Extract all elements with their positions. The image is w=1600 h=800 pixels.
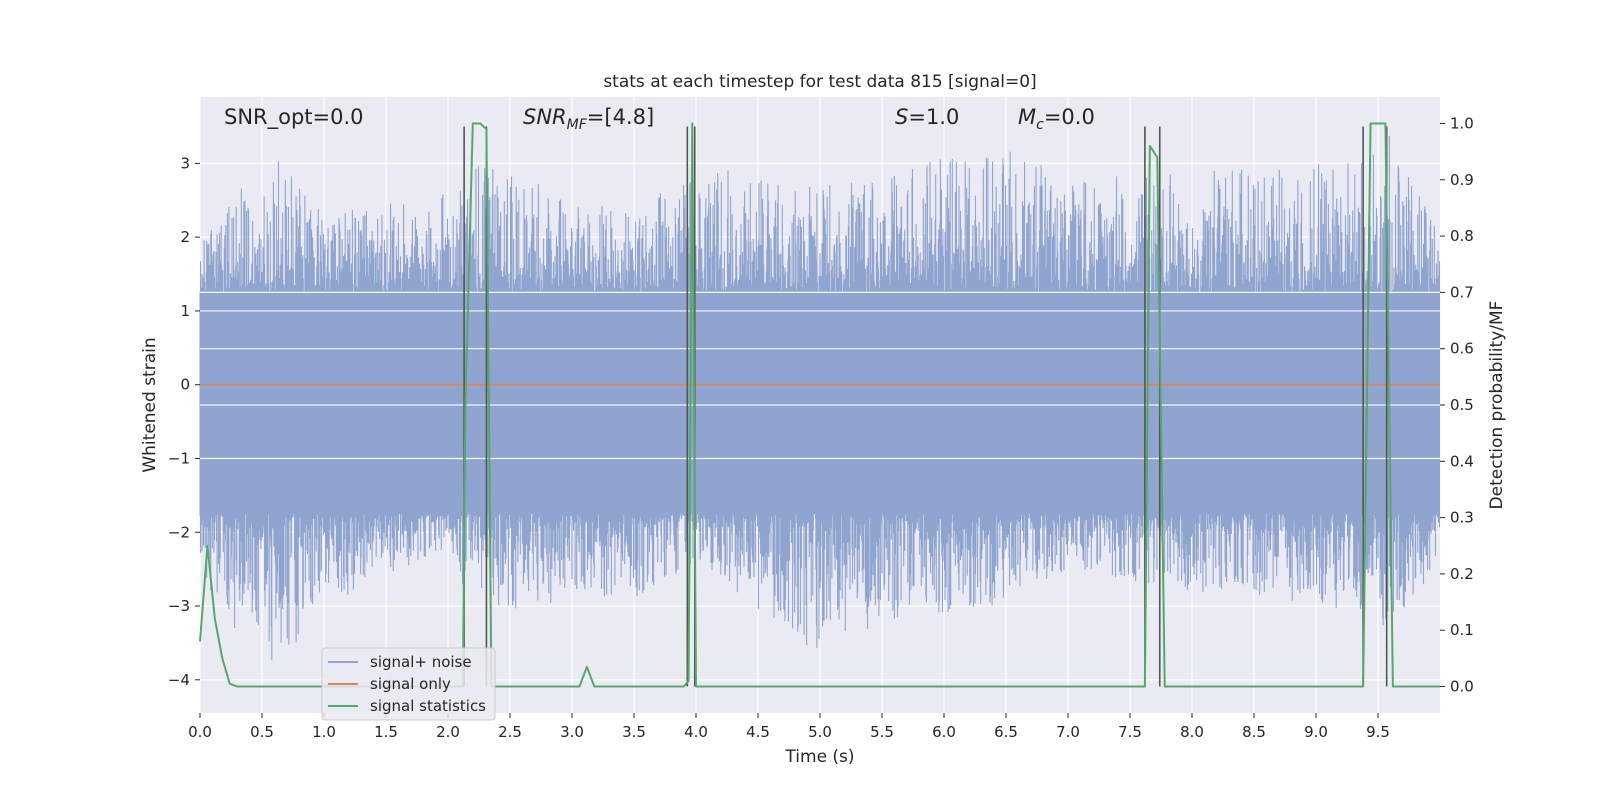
y2-tick-label: 0.8 <box>1450 227 1474 245</box>
annotation-snr-mf-sub: MF <box>567 117 588 133</box>
chart-title: stats at each timestep for test data 815… <box>603 72 1036 92</box>
annotation-snr-mf: SNRMF=[4.8] <box>523 105 654 133</box>
x-tick-label: 2.0 <box>436 723 460 741</box>
x-tick-label: 3.0 <box>560 723 584 741</box>
annotation-snr-opt: SNR_opt=0.0 <box>224 105 364 130</box>
legend-box <box>321 647 496 721</box>
x-tick-label: 5.0 <box>808 723 832 741</box>
y2-tick-label: 0.5 <box>1450 396 1474 414</box>
annotation-s-symbol: S <box>895 105 908 129</box>
x-tick-label: 1.0 <box>312 723 336 741</box>
y-tick-label: −2 <box>168 523 190 541</box>
x-axis-ticks: 0.0 0.5 1.0 1.5 2.0 2.5 3.0 3.5 4.0 4.5 5.0 5.5 6.0 6… <box>188 713 1390 741</box>
y2-tick-label: 0.9 <box>1450 171 1474 189</box>
noise-trace <box>199 136 1441 661</box>
y2-tick-label: 0.0 <box>1450 678 1474 696</box>
x-tick-label: 4.0 <box>684 723 708 741</box>
annotation-mc: Mc=0.0 <box>1018 105 1095 133</box>
x-tick-label: 6.0 <box>932 723 956 741</box>
x-tick-label: 1.5 <box>374 723 398 741</box>
x-tick-label: 0.0 <box>188 723 212 741</box>
annotation-s: S=1.0 <box>895 105 959 129</box>
x-tick-label: 4.5 <box>746 723 770 741</box>
y-tick-label: 2 <box>180 228 190 246</box>
y-axis-label: Whitened strain <box>140 337 160 472</box>
signal-statistics-line <box>199 122 1440 688</box>
y-tick-label: −1 <box>168 449 190 467</box>
y2-tick-label: 0.1 <box>1450 621 1474 639</box>
y-tick-label: 0 <box>180 376 190 394</box>
y2-axis-label: Detection probability/MF <box>1487 301 1507 510</box>
x-tick-label: 7.5 <box>1118 723 1142 741</box>
x-tick-label: 7.0 <box>1056 723 1080 741</box>
y2-axis-ticks: 1.0 0.9 0.8 0.7 0.6 0.5 0.4 0.3 0.2 0.1 0.0 <box>1440 114 1474 696</box>
y2-tick-label: 0.4 <box>1450 452 1474 470</box>
x-tick-label: 6.5 <box>994 723 1018 741</box>
y-tick-label: −4 <box>168 671 190 689</box>
y-tick-label: 1 <box>180 302 190 320</box>
x-axis-label: Time (s) <box>784 747 854 767</box>
x-tick-label: 8.5 <box>1242 723 1266 741</box>
annotation-snr-mf-value: =[4.8] <box>587 105 654 129</box>
x-tick-label: 5.5 <box>870 723 894 741</box>
annotation-snr-mf-symbol: SNR <box>523 105 567 129</box>
y2-tick-label: 0.2 <box>1450 565 1474 583</box>
y2-tick-label: 0.3 <box>1450 509 1474 527</box>
x-tick-label: 8.0 <box>1180 723 1204 741</box>
y2-tick-label: 0.6 <box>1450 340 1474 358</box>
annotation-mc-symbol: M <box>1018 105 1036 129</box>
y-axis-ticks: 3 2 1 0 −1 −2 −3 −4 <box>168 154 200 689</box>
y-tick-label: 3 <box>180 154 190 172</box>
x-tick-label: 9.5 <box>1366 723 1390 741</box>
legend: signal+ noise signal only signal statist… <box>321 647 496 721</box>
annotation-mc-sub: c <box>1036 117 1044 133</box>
x-tick-label: 9.0 <box>1304 723 1328 741</box>
x-tick-label: 0.5 <box>250 723 274 741</box>
annotation-s-value: =1.0 <box>908 105 959 129</box>
x-tick-label: 3.5 <box>622 723 646 741</box>
y2-tick-label: 1.0 <box>1450 114 1474 132</box>
y-tick-label: −3 <box>168 597 190 615</box>
legend-label-signal-only: signal only <box>370 675 451 693</box>
legend-label-signal-statistics: signal statistics <box>370 697 486 715</box>
series-signal-statistics <box>199 122 1440 688</box>
y2-tick-label: 0.7 <box>1450 283 1474 301</box>
legend-label-signal-noise: signal+ noise <box>370 653 472 671</box>
x-tick-label: 2.5 <box>498 723 522 741</box>
annotation-mc-value: =0.0 <box>1044 105 1095 129</box>
